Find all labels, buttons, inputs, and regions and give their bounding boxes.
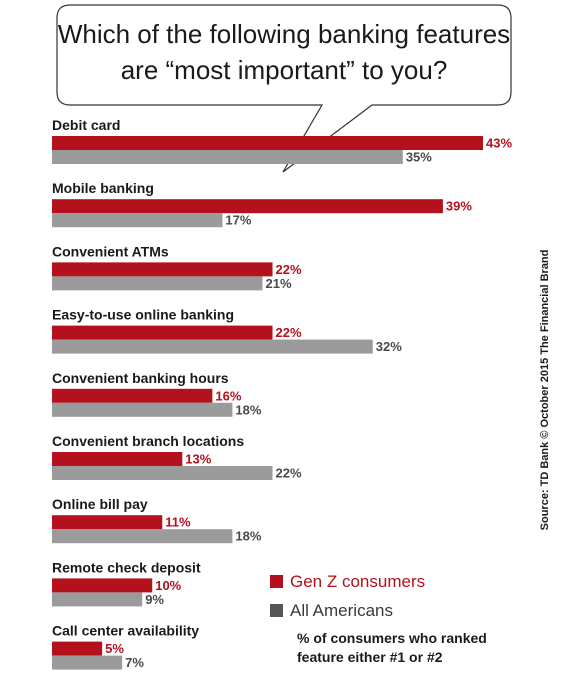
value-label-genz-mobile-banking: 39% [446, 199, 472, 214]
title-line-1: Which of the following banking features [58, 19, 510, 49]
bar-all-remote-check-deposit [52, 592, 143, 607]
bar-genz-debit-card [52, 136, 483, 150]
category-label-convenient-banking-hours: Convenient banking hours [52, 370, 229, 386]
bar-all-convenient-branch-locations [52, 466, 273, 480]
bar-genz-easy-to-use-online-banking [52, 325, 273, 340]
category-label-remote-check-deposit: Remote check deposit [52, 559, 201, 575]
note-line-2: feature either #1 or #2 [297, 649, 443, 665]
bar-genz-online-bill-pay [52, 515, 163, 530]
value-label-all-online-bill-pay: 18% [235, 529, 261, 544]
value-label-all-mobile-banking: 17% [225, 213, 251, 228]
bar-all-mobile-banking [52, 213, 223, 228]
category-label-convenient-branch-locations: Convenient branch locations [52, 433, 244, 449]
value-label-all-remote-check-deposit: 9% [145, 592, 164, 607]
value-label-genz-easy-to-use-online-banking: 22% [276, 325, 302, 340]
value-label-all-easy-to-use-online-banking: 32% [376, 339, 402, 354]
bars-group: Debit card 43% 35% Mobile banking 39% 17% Conv… [52, 117, 512, 670]
value-label-all-call-center-availability: 7% [125, 655, 144, 670]
bar-genz-convenient-banking-hours [52, 388, 213, 403]
bar-all-online-bill-pay [52, 529, 233, 544]
source-credit: Source: TD Bank © October 2015 The Finan… [539, 250, 551, 531]
note-line-1: % of consumers who ranked [297, 630, 487, 646]
value-label-genz-convenient-branch-locations: 13% [185, 452, 211, 467]
bar-all-easy-to-use-online-banking [52, 339, 373, 354]
value-label-genz-remote-check-deposit: 10% [155, 578, 181, 593]
category-label-convenient-atms: Convenient ATMs [52, 243, 169, 259]
value-label-genz-debit-card: 43% [486, 136, 512, 151]
legend: Gen Z consumers All Americans % of consu… [270, 572, 487, 665]
category-label-debit-card: Debit card [52, 117, 120, 133]
category-label-call-center-availability: Call center availability [52, 623, 199, 639]
legend-label-all: All Americans [290, 601, 393, 620]
legend-label-genz: Gen Z consumers [290, 572, 425, 591]
category-label-easy-to-use-online-banking: Easy-to-use online banking [52, 307, 234, 323]
category-label-mobile-banking: Mobile banking [52, 180, 154, 196]
category-label-online-bill-pay: Online bill pay [52, 496, 148, 512]
bar-genz-remote-check-deposit [52, 578, 153, 593]
value-label-genz-call-center-availability: 5% [105, 641, 124, 656]
legend-swatch-all [270, 604, 283, 617]
bar-all-call-center-availability [52, 655, 123, 670]
bar-genz-mobile-banking [52, 199, 443, 214]
value-label-all-convenient-branch-locations: 22% [276, 466, 302, 481]
bar-genz-convenient-atms [52, 262, 273, 277]
value-label-all-convenient-atms: 21% [265, 276, 291, 291]
bar-all-debit-card [52, 150, 403, 164]
title-line-2: are “most important” to you? [121, 55, 448, 85]
value-label-genz-convenient-banking-hours: 16% [215, 388, 241, 403]
value-label-genz-online-bill-pay: 11% [165, 515, 191, 530]
value-label-all-convenient-banking-hours: 18% [235, 402, 261, 417]
legend-swatch-genz [270, 575, 283, 588]
value-label-genz-convenient-atms: 22% [276, 262, 302, 277]
question-bubble: Which of the following banking features … [56, 4, 512, 173]
bar-genz-call-center-availability [52, 641, 103, 656]
bar-genz-convenient-branch-locations [52, 452, 183, 466]
bar-all-convenient-banking-hours [52, 402, 233, 417]
value-label-all-debit-card: 35% [406, 150, 432, 165]
bar-all-convenient-atms [52, 276, 263, 291]
